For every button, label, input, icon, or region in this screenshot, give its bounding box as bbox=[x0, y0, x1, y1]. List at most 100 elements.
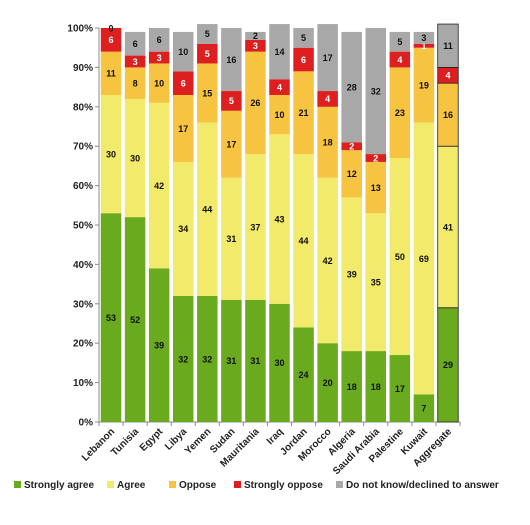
data-label: 31 bbox=[250, 356, 260, 366]
data-label: 32 bbox=[178, 354, 188, 364]
data-label: 4 bbox=[397, 55, 402, 65]
data-label: 26 bbox=[250, 98, 260, 108]
legend-swatch bbox=[234, 481, 241, 488]
legend-swatch bbox=[169, 481, 176, 488]
y-tick-label: 90% bbox=[73, 63, 93, 74]
data-label: 12 bbox=[347, 169, 357, 179]
legend-entry: Oppose bbox=[179, 480, 217, 491]
data-label: 13 bbox=[371, 183, 381, 193]
data-label: 69 bbox=[419, 254, 429, 264]
data-label: 16 bbox=[443, 110, 453, 120]
data-label: 19 bbox=[419, 80, 429, 90]
data-label: 6 bbox=[157, 35, 162, 45]
data-label: 4 bbox=[445, 71, 450, 81]
y-tick-label: 50% bbox=[73, 221, 93, 232]
y-tick-label: 40% bbox=[73, 260, 93, 271]
category-label: Yemen bbox=[183, 426, 214, 457]
data-label: 0 bbox=[109, 23, 114, 33]
data-label: 5 bbox=[205, 49, 210, 59]
data-label: 5 bbox=[229, 96, 234, 106]
data-label: 39 bbox=[154, 340, 164, 350]
data-label: 17 bbox=[178, 124, 188, 134]
data-label: 2 bbox=[349, 142, 354, 152]
legend-swatch bbox=[107, 481, 114, 488]
data-label: 18 bbox=[371, 382, 381, 392]
data-label: 53 bbox=[106, 313, 116, 323]
data-label: 7 bbox=[421, 404, 426, 414]
y-tick-label: 80% bbox=[73, 102, 93, 113]
y-tick-label: 0% bbox=[79, 418, 94, 429]
data-label: 42 bbox=[323, 256, 333, 266]
data-label: 44 bbox=[299, 236, 309, 246]
data-label: 14 bbox=[274, 47, 284, 57]
data-label: 10 bbox=[154, 78, 164, 88]
data-label: 11 bbox=[443, 41, 453, 51]
category-label: Egypt bbox=[138, 426, 166, 454]
data-label: 8 bbox=[133, 78, 138, 88]
data-label: 3 bbox=[253, 41, 258, 51]
data-label: 43 bbox=[274, 214, 284, 224]
data-label: 5 bbox=[397, 37, 402, 47]
data-label: 2 bbox=[253, 31, 258, 41]
data-label: 11 bbox=[106, 69, 116, 79]
data-label: 28 bbox=[347, 82, 357, 92]
data-label: 30 bbox=[106, 149, 116, 159]
legend-entry: Agree bbox=[117, 480, 146, 491]
legend-entry: Do not know/declined to answer bbox=[346, 480, 499, 491]
data-label: 17 bbox=[323, 53, 333, 63]
data-label: 35 bbox=[371, 277, 381, 287]
data-label: 3 bbox=[421, 33, 426, 43]
y-tick-label: 20% bbox=[73, 339, 93, 350]
data-label: 10 bbox=[178, 47, 188, 57]
data-label: 18 bbox=[347, 382, 357, 392]
data-label: 4 bbox=[277, 82, 282, 92]
data-label: 6 bbox=[181, 78, 186, 88]
data-label: 42 bbox=[154, 181, 164, 191]
data-label: 4 bbox=[325, 94, 330, 104]
data-label: 6 bbox=[133, 39, 138, 49]
y-tick-label: 100% bbox=[67, 24, 93, 35]
data-label: 16 bbox=[226, 55, 236, 65]
legend-entry: Strongly oppose bbox=[244, 480, 323, 491]
y-tick-label: 70% bbox=[73, 142, 93, 153]
data-label: 52 bbox=[130, 315, 140, 325]
category-label: Tunisia bbox=[109, 426, 141, 458]
data-label: 5 bbox=[301, 33, 306, 43]
y-tick-label: 30% bbox=[73, 299, 93, 310]
y-tick-label: 10% bbox=[73, 378, 93, 389]
data-label: 30 bbox=[130, 153, 140, 163]
data-label: 6 bbox=[109, 35, 114, 45]
data-label: 10 bbox=[274, 110, 284, 120]
data-label: 29 bbox=[443, 360, 453, 370]
data-label: 3 bbox=[157, 53, 162, 63]
data-label: 6 bbox=[301, 55, 306, 65]
data-label: 23 bbox=[395, 108, 405, 118]
data-label: 32 bbox=[202, 354, 212, 364]
data-label: 39 bbox=[347, 270, 357, 280]
data-label: 2 bbox=[373, 153, 378, 163]
data-label: 32 bbox=[371, 86, 381, 96]
legend-swatch bbox=[14, 481, 21, 488]
category-label: Iraq bbox=[265, 426, 286, 447]
legend-entry: Strongly agree bbox=[24, 480, 94, 491]
category-label: Lebanon bbox=[80, 426, 117, 463]
data-label: 15 bbox=[202, 88, 212, 98]
data-label: 21 bbox=[299, 108, 309, 118]
data-label: 20 bbox=[323, 378, 333, 388]
data-label: 30 bbox=[274, 358, 284, 368]
data-label: 3 bbox=[133, 57, 138, 67]
data-label: 18 bbox=[323, 138, 333, 148]
data-label: 17 bbox=[226, 140, 236, 150]
data-label: 17 bbox=[395, 384, 405, 394]
y-tick-label: 60% bbox=[73, 181, 93, 192]
legend-swatch bbox=[336, 481, 343, 488]
data-label: 5 bbox=[205, 29, 210, 39]
data-label: 37 bbox=[250, 222, 260, 232]
data-label: 24 bbox=[299, 370, 309, 380]
data-label: 34 bbox=[178, 224, 188, 234]
data-label: 41 bbox=[443, 222, 453, 232]
data-label: 31 bbox=[226, 234, 236, 244]
data-label: 44 bbox=[202, 205, 212, 215]
data-label: 31 bbox=[226, 356, 236, 366]
